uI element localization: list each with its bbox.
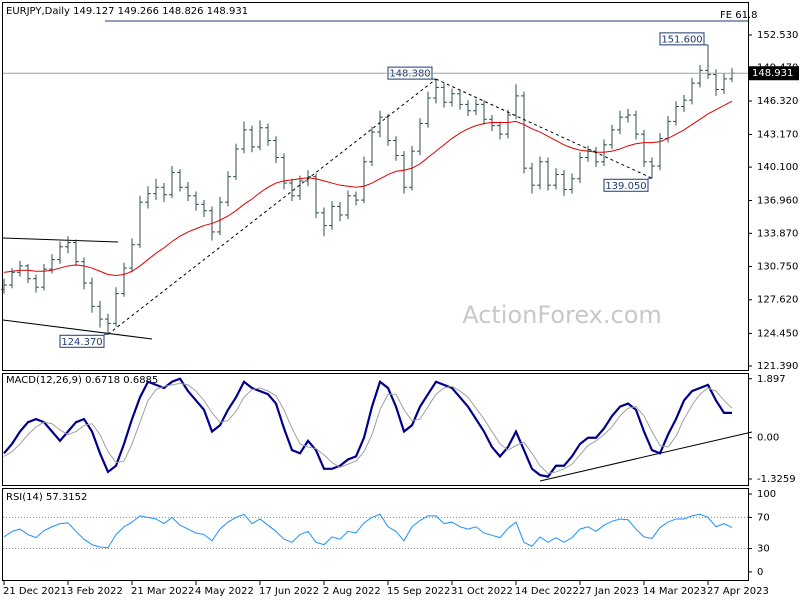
macd-title: MACD(12,26,9) 0.6718 0.6885 — [6, 375, 158, 386]
annotation-label: 148.380 — [389, 69, 430, 80]
trend-dashed — [435, 78, 653, 179]
y-tick-label: 152.530 — [757, 30, 798, 41]
y-tick-label: 136.960 — [757, 195, 798, 206]
macd-panel — [2, 373, 749, 486]
rsi-line — [3, 513, 733, 549]
y-tick-label: 121.390 — [757, 361, 798, 372]
x-tick-label: 3 Feb 2022 — [67, 586, 123, 597]
x-tick-label: 31 Oct 2022 — [451, 586, 513, 597]
macd-line — [3, 377, 732, 478]
y-tick-label: 30 — [757, 544, 770, 555]
signal-line — [3, 382, 733, 475]
x-tick-label: 2 Aug 2022 — [323, 586, 381, 597]
fe-label: FE 61.8 — [720, 10, 758, 21]
y-tick-label: -1.3259 — [757, 474, 796, 485]
last-price-label: 148.931 — [752, 68, 793, 79]
y-tick-label: 140.100 — [757, 162, 798, 173]
x-tick-label: 4 May 2022 — [195, 586, 254, 597]
y-tick-label: 133.870 — [757, 228, 798, 239]
rsi-panel — [2, 488, 749, 581]
y-tick-label: 146.320 — [757, 96, 798, 107]
watermark: ActionForex.com — [462, 301, 662, 329]
last-price-box — [749, 66, 799, 81]
y-tick-label: 100 — [757, 489, 776, 500]
x-tick-label: 27 Apr 2023 — [707, 586, 769, 597]
moving-average — [3, 100, 733, 277]
x-tick-label: 21 Dec 2021 — [3, 586, 67, 597]
price-panel — [2, 2, 749, 371]
y-tick-label: 127.620 — [757, 295, 798, 306]
x-tick-label: 14 Dec 2022 — [515, 586, 579, 597]
y-tick-label: 130.750 — [757, 261, 798, 272]
y-tick-label: 70 — [757, 512, 770, 523]
y-tick-label: 124.450 — [757, 328, 798, 339]
annotation-label: 151.600 — [661, 34, 702, 45]
y-tick-label: 143.170 — [757, 129, 798, 140]
channel-line — [2, 319, 153, 340]
macd-trendline — [539, 431, 753, 482]
x-tick-label: 21 Mar 2022 — [131, 586, 194, 597]
rsi-title: RSI(14) 57.3152 — [6, 492, 87, 503]
x-tick-label: 27 Jan 2023 — [579, 586, 639, 597]
annotation-box — [59, 334, 105, 348]
y-tick-label: 0.00 — [757, 433, 779, 444]
y-tick-label: 0 — [757, 567, 763, 578]
x-tick-label: 15 Sep 2022 — [387, 586, 450, 597]
annotation-box — [603, 178, 649, 192]
y-tick-label: 1.897 — [757, 374, 786, 385]
annotation-label: 139.050 — [605, 181, 646, 192]
annotation-label: 124.370 — [61, 337, 102, 348]
annotation-box — [659, 32, 705, 46]
x-tick-label: 14 Mar 2023 — [643, 586, 706, 597]
chart-title: EURJPY,Daily 149.127 149.266 148.826 148… — [6, 6, 248, 17]
x-tick-label: 17 Jun 2022 — [259, 586, 319, 597]
channel-line — [2, 237, 119, 243]
